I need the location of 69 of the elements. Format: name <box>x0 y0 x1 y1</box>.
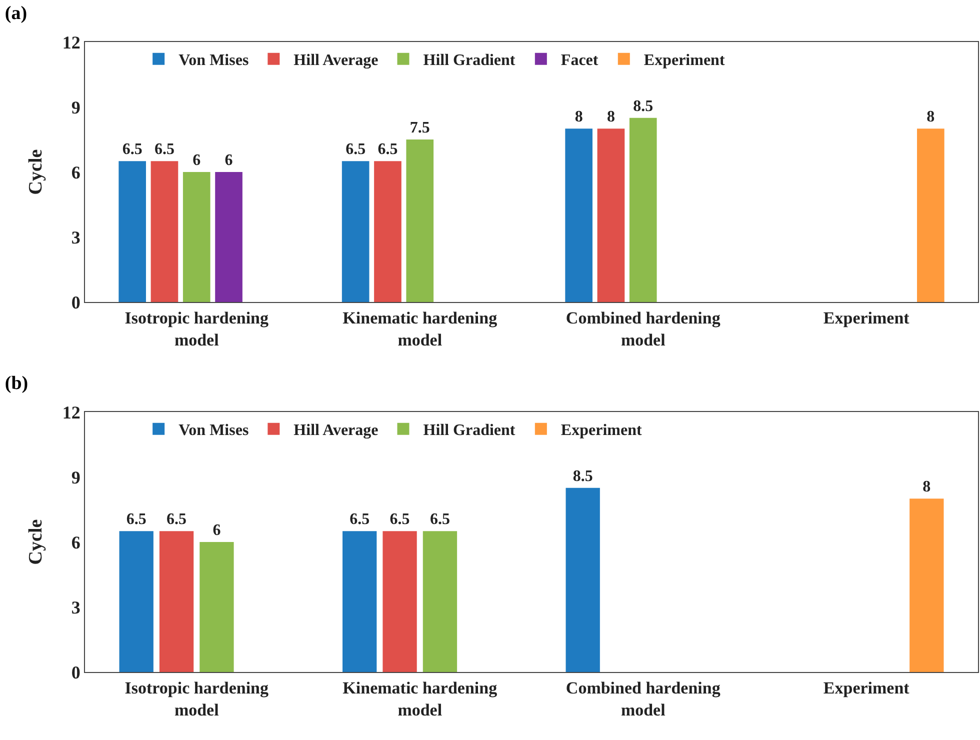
x-tick-label: Experiment <box>823 308 910 328</box>
data-label: 7.5 <box>410 120 430 136</box>
bar <box>215 172 242 302</box>
y-tick-label: 3 <box>71 227 80 248</box>
legend-label: Experiment <box>560 422 642 440</box>
x-tick-label: Kinematic hardening model <box>342 678 498 720</box>
bar <box>422 531 458 672</box>
data-label: 6 <box>212 522 221 539</box>
y-tick-label: 0 <box>71 662 80 682</box>
bar <box>374 161 402 302</box>
data-label: 6.5 <box>166 511 187 528</box>
data-label: 8 <box>922 478 931 496</box>
bar <box>200 542 234 672</box>
legend-label: Von Mises <box>178 422 249 440</box>
bar <box>917 128 944 302</box>
bar <box>150 161 178 302</box>
x-tick-label: Combined hardening model <box>566 308 721 350</box>
x-tick-label: Kinematic hardening model <box>342 308 498 350</box>
data-label: 6.5 <box>154 141 174 158</box>
chart-title: (b) <box>4 372 28 394</box>
bar <box>406 140 434 302</box>
data-label: 6 <box>192 152 201 169</box>
y-axis-title: Cycle <box>25 519 46 565</box>
bar <box>118 161 146 302</box>
bar <box>159 531 194 672</box>
y-tick-label: 6 <box>71 532 80 552</box>
y-tick-label: 9 <box>71 97 80 118</box>
legend-label: Hill Gradient <box>423 422 516 440</box>
legend-label: Experiment <box>644 52 726 70</box>
data-label: 6.5 <box>430 511 450 528</box>
bar <box>382 531 417 672</box>
bar <box>566 488 600 672</box>
bar <box>342 161 370 302</box>
y-tick-label: 6 <box>71 162 80 182</box>
data-label: 6.5 <box>390 511 410 528</box>
data-label: 6.5 <box>378 141 398 158</box>
y-tick-label: 12 <box>62 32 80 52</box>
data-label: 8 <box>926 108 935 126</box>
bar <box>597 128 625 302</box>
legend-label: Hill Gradient <box>423 52 516 70</box>
legend-label: Facet <box>560 52 599 70</box>
legend-label: Von Mises <box>178 52 249 70</box>
x-tick-label: Isotropic hardening model <box>124 308 269 350</box>
y-tick-label: 0 <box>71 292 80 312</box>
bar <box>629 118 657 302</box>
legend-label: Hill Average <box>294 422 378 440</box>
bar <box>342 531 377 672</box>
x-tick-label: Experiment <box>823 678 910 698</box>
bar <box>119 531 154 672</box>
data-label: 8 <box>606 108 615 126</box>
y-tick-label: 3 <box>71 597 80 618</box>
chart-title: (a) <box>4 2 28 24</box>
x-tick-label: Isotropic hardening model <box>124 678 269 720</box>
data-label: 6.5 <box>350 511 370 528</box>
data-label: 6 <box>224 152 233 169</box>
y-tick-label: 12 <box>62 402 80 422</box>
x-tick-label: Combined hardening model <box>566 678 721 720</box>
bar <box>910 498 944 672</box>
data-label: 8.5 <box>633 98 654 115</box>
data-label: 6.5 <box>126 511 146 528</box>
data-label: 6.5 <box>346 141 366 158</box>
bar <box>565 128 592 302</box>
bar <box>182 172 210 302</box>
data-label: 8.5 <box>572 468 593 485</box>
y-axis-title: Cycle <box>25 149 46 195</box>
legend-label: Hill Average <box>294 52 378 70</box>
y-tick-label: 9 <box>71 467 80 488</box>
data-label: 6.5 <box>122 141 142 158</box>
data-label: 8 <box>574 108 583 126</box>
